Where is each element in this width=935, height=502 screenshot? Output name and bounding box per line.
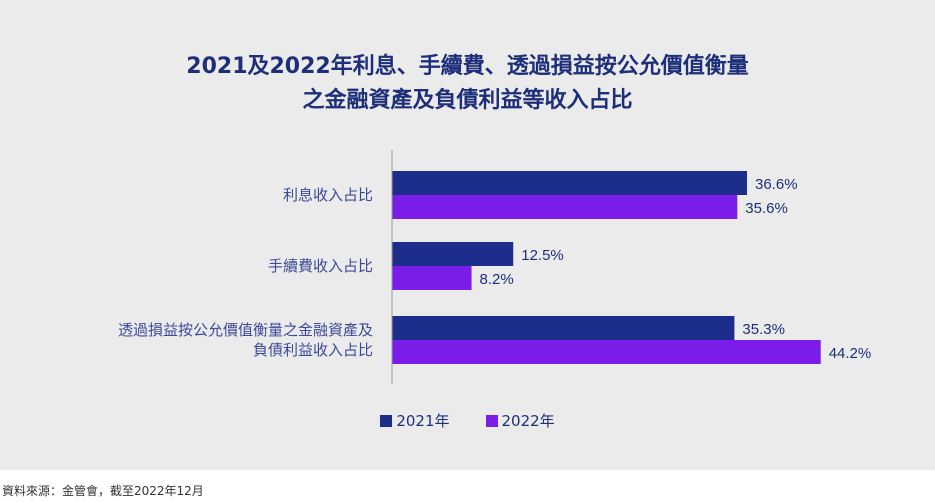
data-label: 36.6%: [755, 176, 798, 193]
data-label: 35.6%: [745, 200, 788, 217]
category-label: 透過損益按公允價值衡量之金融資產及負債利益收入占比: [118, 321, 373, 359]
legend-label-2022: 2022年: [501, 412, 555, 430]
category-label: 利息收入占比: [283, 186, 373, 204]
bar-2021年: [392, 316, 735, 340]
legend-label-2021: 2021年: [396, 412, 450, 430]
legend-swatch-2021: [380, 414, 393, 427]
bar-2022年: [392, 340, 821, 364]
chart-title-line-1: 2021及2022年利息、手續費、透過損益按公允價值衡量: [186, 54, 749, 79]
bar-2022年: [392, 266, 472, 290]
bar-chart: 利息收入占比 36.6% 35.6% 手續費收入占比 12.5% 8.2% 透過損益按公允價…: [118, 150, 872, 384]
source-note: 資料來源：金管會，截至2022年12月: [2, 484, 204, 498]
legend-item-2022: 2022年: [485, 410, 555, 431]
data-label: 8.2%: [480, 271, 514, 288]
bar-2021年: [392, 242, 514, 266]
data-label: 12.5%: [521, 247, 564, 264]
legend-swatch-2022: [485, 414, 498, 427]
category-label: 手續費收入占比: [268, 257, 373, 275]
legend: 2021年 2022年: [0, 410, 935, 431]
legend-item-2021: 2021年: [380, 410, 450, 431]
data-label: 35.3%: [742, 321, 785, 338]
chart-panel: [0, 0, 935, 470]
bar-2021年: [392, 171, 747, 195]
chart-title: 2021及2022年利息、手續費、透過損益按公允價值衡量 之金融資產及負債利益等…: [0, 50, 935, 118]
chart-title-line-2: 之金融資產及負債利益等收入占比: [302, 88, 633, 113]
data-label: 44.2%: [829, 345, 872, 362]
bar-2022年: [392, 195, 738, 219]
